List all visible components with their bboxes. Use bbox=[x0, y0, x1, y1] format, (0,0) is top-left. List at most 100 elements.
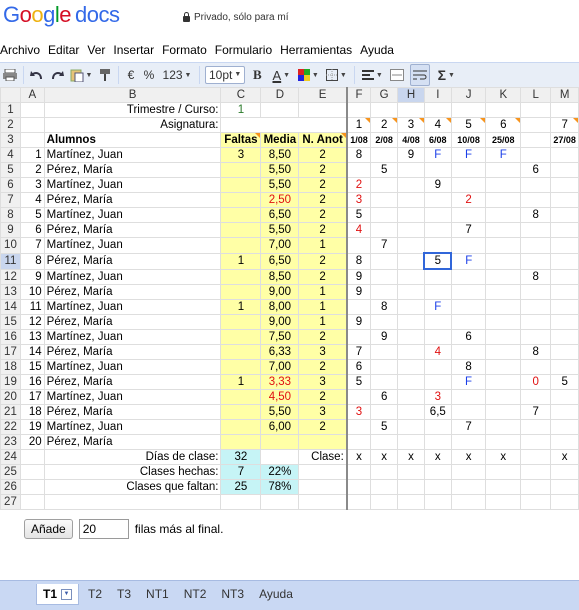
cell[interactable] bbox=[370, 479, 399, 495]
student-number[interactable]: 5 bbox=[19, 207, 45, 223]
cell[interactable] bbox=[19, 102, 45, 118]
anot-cell[interactable]: 3 bbox=[298, 374, 348, 390]
grade-cell[interactable]: 5 bbox=[550, 374, 579, 390]
faltas-cell[interactable] bbox=[220, 162, 262, 178]
grade-cell[interactable] bbox=[450, 237, 487, 254]
grade-cell[interactable] bbox=[550, 434, 579, 450]
cell[interactable] bbox=[450, 102, 487, 118]
row-header[interactable]: 9 bbox=[0, 222, 21, 238]
cell[interactable] bbox=[520, 494, 552, 510]
grade-cell[interactable] bbox=[397, 329, 425, 345]
cell[interactable] bbox=[550, 494, 579, 510]
cell[interactable] bbox=[260, 102, 300, 118]
faltas-cell[interactable]: 1 bbox=[220, 374, 262, 390]
clase-mark[interactable]: x bbox=[397, 449, 425, 465]
row-header[interactable]: 22 bbox=[0, 419, 21, 435]
clase-mark[interactable]: x bbox=[370, 449, 399, 465]
grade-cell[interactable]: 9 bbox=[345, 268, 372, 285]
menu-insertar[interactable]: Insertar bbox=[113, 43, 155, 57]
student-number[interactable]: 19 bbox=[19, 419, 45, 435]
paint-format-icon[interactable] bbox=[97, 65, 113, 85]
student-name[interactable]: Pérez, María bbox=[43, 162, 222, 178]
cell[interactable] bbox=[260, 494, 300, 510]
grade-cell[interactable] bbox=[370, 177, 399, 193]
hechas-pct[interactable]: 22% bbox=[260, 464, 300, 480]
row-header[interactable]: 7 bbox=[0, 192, 21, 208]
grade-cell[interactable]: 8 bbox=[520, 344, 552, 360]
grade-cell[interactable] bbox=[520, 434, 552, 450]
grade-cell[interactable] bbox=[550, 314, 579, 330]
grade-cell[interactable] bbox=[423, 374, 452, 390]
row-header[interactable]: 19 bbox=[0, 374, 21, 390]
grade-cell[interactable] bbox=[450, 404, 487, 420]
grade-cell[interactable] bbox=[485, 162, 522, 178]
student-number[interactable]: 8 bbox=[19, 252, 45, 270]
grade-cell[interactable] bbox=[397, 389, 425, 405]
anot-cell[interactable]: 3 bbox=[298, 344, 348, 360]
student-number[interactable]: 13 bbox=[19, 329, 45, 345]
number-format-dropdown[interactable]: 123 ▼ bbox=[160, 65, 194, 85]
clase-mark[interactable]: x bbox=[450, 449, 487, 465]
grade-cell[interactable]: 4 bbox=[345, 222, 372, 238]
cell[interactable] bbox=[298, 494, 348, 510]
grade-cell[interactable] bbox=[485, 389, 522, 405]
student-name[interactable]: Pérez, María bbox=[43, 222, 222, 238]
faltas-cell[interactable] bbox=[220, 268, 262, 285]
grade-cell[interactable] bbox=[397, 404, 425, 420]
grade-cell[interactable]: 9 bbox=[345, 284, 372, 300]
grade-cell[interactable] bbox=[485, 404, 522, 420]
grade-cell[interactable]: 9 bbox=[423, 177, 452, 193]
grade-cell[interactable]: 8 bbox=[345, 147, 372, 163]
student-name[interactable]: Martínez, Juan bbox=[43, 359, 222, 375]
grade-cell[interactable] bbox=[370, 314, 399, 330]
grade-cell[interactable] bbox=[550, 299, 579, 315]
grade-cell[interactable] bbox=[550, 404, 579, 420]
grade-cell[interactable]: 9 bbox=[397, 147, 425, 163]
grade-cell[interactable] bbox=[397, 237, 425, 254]
student-name[interactable]: Pérez, María bbox=[43, 252, 222, 270]
faltan-pct[interactable]: 78% bbox=[260, 479, 300, 495]
column-header-c[interactable]: C bbox=[220, 87, 262, 103]
grade-cell[interactable] bbox=[423, 329, 452, 345]
anot-cell[interactable]: 2 bbox=[298, 162, 348, 178]
grade-cell[interactable] bbox=[520, 252, 552, 270]
column-header-f[interactable]: F bbox=[345, 87, 372, 103]
student-number[interactable]: 20 bbox=[19, 434, 45, 450]
grade-cell[interactable] bbox=[397, 374, 425, 390]
student-number[interactable]: 9 bbox=[19, 268, 45, 285]
grade-cell[interactable] bbox=[397, 192, 425, 208]
grade-cell[interactable] bbox=[345, 329, 372, 345]
cell[interactable] bbox=[423, 464, 452, 480]
faltas-cell[interactable] bbox=[220, 419, 262, 435]
cell[interactable] bbox=[423, 479, 452, 495]
grade-cell[interactable] bbox=[485, 344, 522, 360]
faltas-cell[interactable] bbox=[220, 434, 262, 450]
grade-cell[interactable]: 6 bbox=[370, 389, 399, 405]
column-header-g[interactable]: G bbox=[370, 87, 399, 103]
faltas-cell[interactable] bbox=[220, 192, 262, 208]
grade-cell[interactable] bbox=[423, 419, 452, 435]
anot-cell[interactable]: 2 bbox=[298, 419, 348, 435]
grade-cell[interactable] bbox=[550, 192, 579, 208]
cell[interactable] bbox=[520, 479, 552, 495]
anot-cell[interactable]: 2 bbox=[298, 147, 348, 163]
column-header-k[interactable]: K bbox=[485, 87, 522, 103]
column-header-d[interactable]: D bbox=[260, 87, 300, 103]
student-name[interactable]: Martínez, Juan bbox=[43, 329, 222, 345]
tab-nt2[interactable]: NT2 bbox=[183, 587, 207, 601]
paste-icon[interactable]: ▼ bbox=[69, 65, 93, 85]
grade-cell[interactable] bbox=[450, 389, 487, 405]
cell[interactable] bbox=[450, 479, 487, 495]
cell[interactable] bbox=[19, 479, 45, 495]
cell[interactable] bbox=[485, 464, 522, 480]
media-cell[interactable]: 7,00 bbox=[260, 359, 300, 375]
clase-mark[interactable] bbox=[520, 449, 552, 465]
row-header[interactable]: 18 bbox=[0, 359, 21, 375]
grade-cell[interactable]: 5 bbox=[345, 207, 372, 223]
column-header-m[interactable]: M bbox=[550, 87, 579, 103]
media-cell[interactable]: 5,50 bbox=[260, 162, 300, 178]
faltas-cell[interactable]: 1 bbox=[220, 299, 262, 315]
cell[interactable] bbox=[370, 494, 399, 510]
grade-cell[interactable] bbox=[485, 314, 522, 330]
grade-cell[interactable] bbox=[485, 284, 522, 300]
